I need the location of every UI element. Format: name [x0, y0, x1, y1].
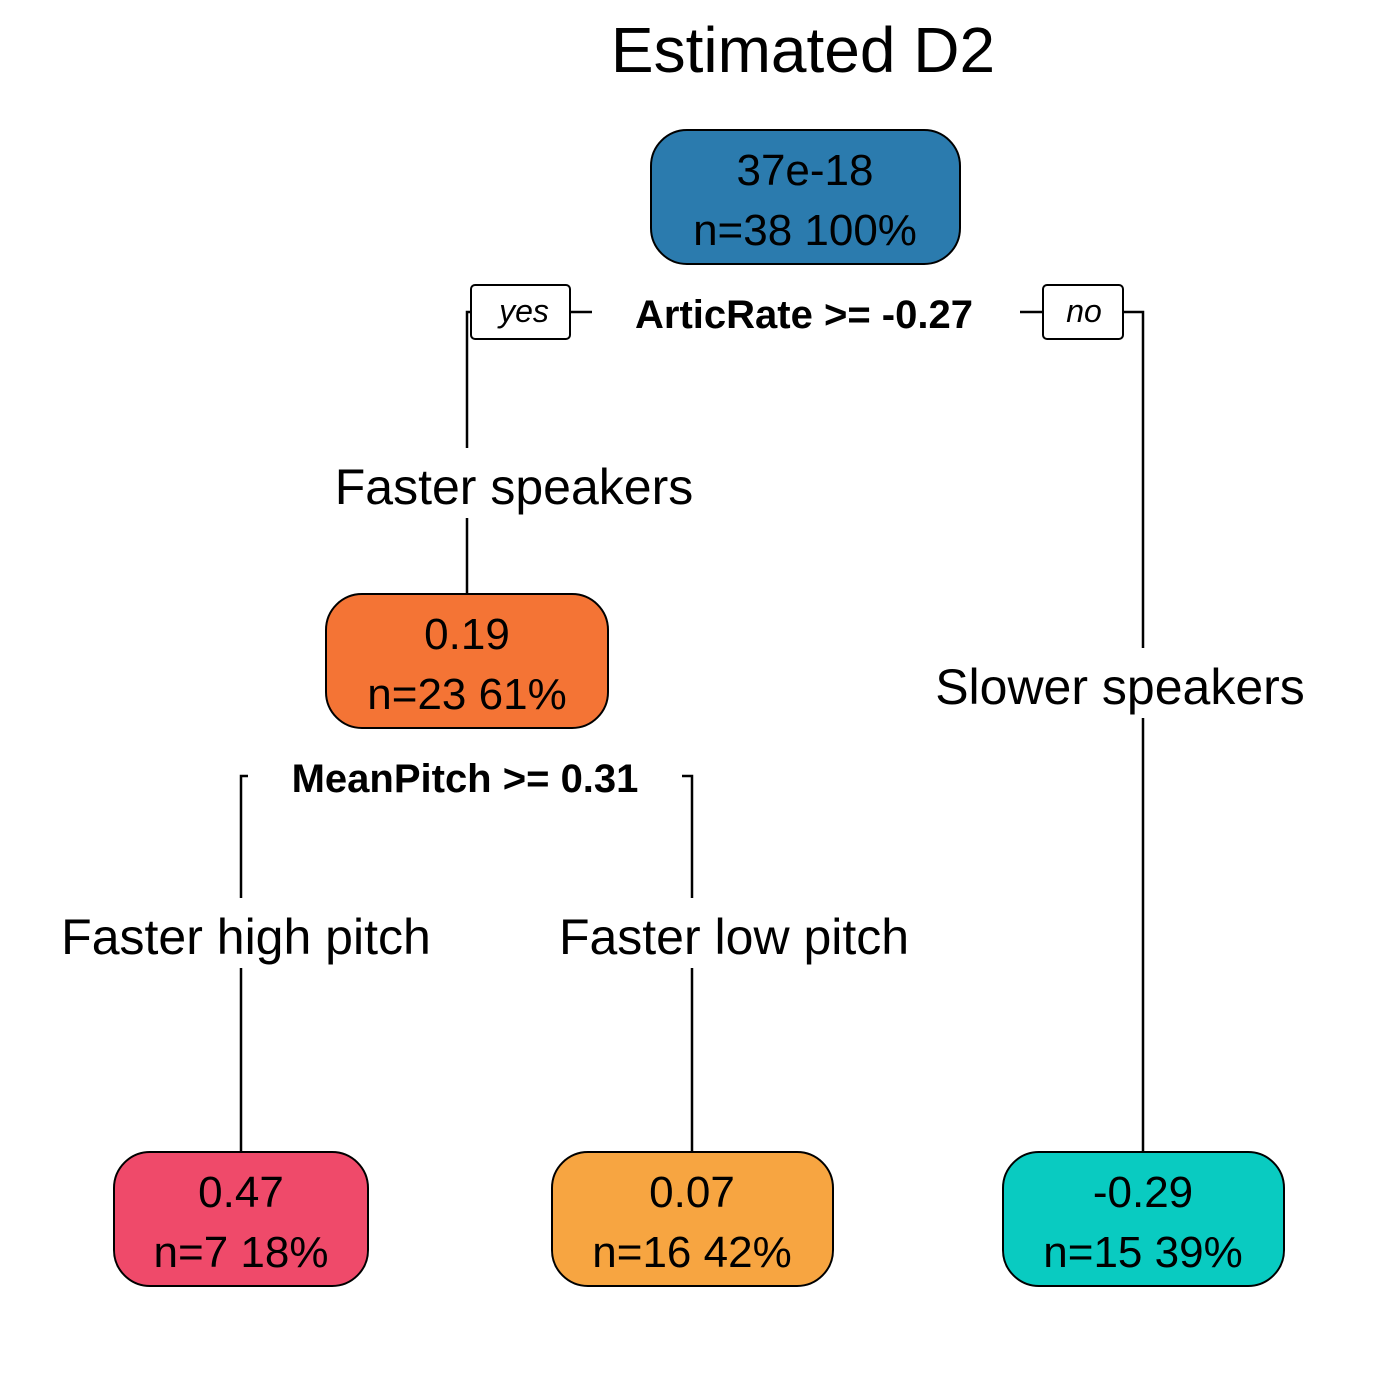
root-split-label: ArticRate >= -0.27: [635, 293, 973, 337]
edge-faster-high-upper: [239, 774, 248, 898]
faster-node-stats: n=23 61%: [367, 670, 566, 719]
low-pitch-node-value: 0.07: [649, 1168, 735, 1217]
edge-root-slower-upper: [1123, 310, 1145, 648]
root-node: 37e-18 n=38 100%: [650, 129, 961, 265]
low-pitch-node: 0.07 n=16 42%: [551, 1151, 834, 1287]
slower-node-box: [1002, 1151, 1285, 1287]
faster-node: 0.19 n=23 61%: [325, 593, 609, 729]
high-pitch-node-box: [113, 1151, 369, 1287]
high-pitch-node-value: 0.47: [198, 1168, 284, 1217]
low-pitch-node-box: [551, 1151, 834, 1287]
slower-node-stats: n=15 39%: [1043, 1228, 1242, 1277]
high-pitch-node: 0.47 n=7 18%: [113, 1151, 369, 1287]
branch-label-faster: Faster speakers: [335, 459, 693, 515]
high-pitch-node-stats: n=7 18%: [154, 1228, 329, 1277]
root-node-box: [650, 129, 961, 265]
faster-node-box: [325, 593, 609, 729]
chart-title: Estimated D2: [611, 14, 995, 86]
branch-label-high-pitch: Faster high pitch: [61, 909, 431, 965]
slower-node: -0.29 n=15 39%: [1002, 1151, 1285, 1287]
low-pitch-node-stats: n=16 42%: [592, 1228, 791, 1277]
faster-node-value: 0.19: [424, 610, 510, 659]
branch-label-low-pitch: Faster low pitch: [559, 909, 909, 965]
root-node-stats: n=38 100%: [693, 206, 917, 255]
edge-faster-low-upper: [682, 774, 694, 898]
no-label: no: [1066, 293, 1102, 329]
root-node-value: 37e-18: [736, 146, 873, 195]
yes-box: [470, 284, 571, 340]
slower-node-value: -0.29: [1093, 1168, 1193, 1217]
branch-label-slower: Slower speakers: [935, 659, 1305, 715]
root-split: yes ArticRate >= -0.27 no: [470, 284, 1124, 340]
tree-edges: [239, 310, 1145, 1152]
faster-split-label: MeanPitch >= 0.31: [292, 757, 639, 801]
no-box: [1042, 284, 1124, 340]
edge-root-faster-upper: [465, 310, 471, 448]
yes-label: yes: [497, 293, 549, 329]
